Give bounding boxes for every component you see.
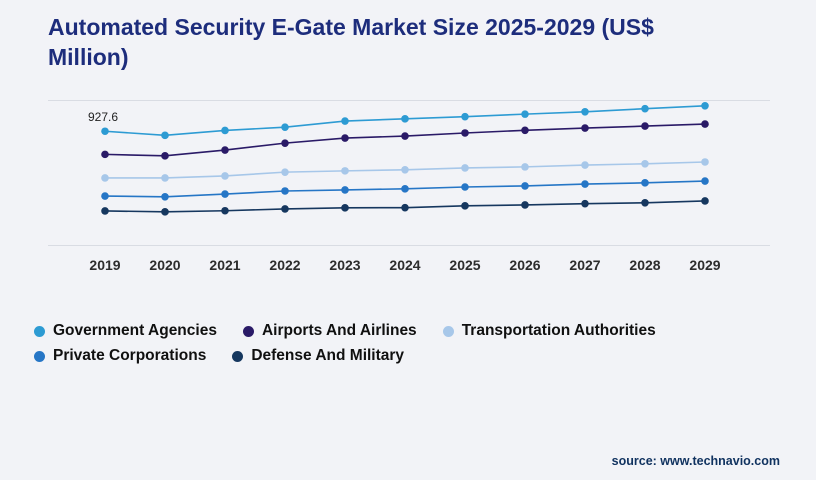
data-point-marker (641, 160, 649, 168)
legend-label: Private Corporations (53, 347, 207, 364)
data-point-marker (581, 124, 589, 132)
data-label: 927.6 (88, 110, 118, 124)
data-point-marker (101, 150, 109, 159)
legend-item: Airports And Airlines (242, 322, 417, 340)
data-point-marker (221, 172, 229, 180)
data-point-marker (221, 206, 229, 215)
data-point-marker (281, 123, 289, 131)
x-axis-label: 2021 (209, 257, 240, 273)
data-point-marker (281, 139, 289, 147)
data-point-marker (341, 167, 349, 175)
x-axis-label: 2025 (449, 257, 480, 273)
legend-dot-icon (442, 325, 454, 337)
data-point-marker (461, 202, 469, 210)
data-point-marker (641, 198, 649, 207)
x-axis-label: 2026 (509, 257, 540, 273)
legend-dot-icon (34, 325, 45, 337)
data-point-marker (401, 203, 409, 212)
data-point-marker (461, 129, 469, 137)
data-point-marker (221, 126, 229, 135)
data-point-marker (701, 197, 709, 205)
data-point-marker (521, 201, 529, 209)
data-point-marker (161, 208, 169, 216)
data-point-marker (461, 183, 469, 191)
series-line (104, 123, 706, 157)
data-point-marker (701, 102, 709, 110)
legend-row: Government Agencies Airports And Airlines… (34, 322, 656, 340)
data-point-marker (281, 187, 289, 195)
data-point-marker (461, 112, 469, 121)
data-point-marker (701, 158, 709, 166)
data-point-marker (341, 186, 349, 194)
data-point-marker (101, 207, 109, 215)
source-text: source: www.technavio.com (611, 454, 780, 468)
chart-title: Automated Security E-Gate Market Size 20… (48, 14, 654, 71)
data-point-marker (281, 205, 289, 213)
series-defense-and-military (101, 197, 709, 216)
series-private-corporations (101, 177, 709, 201)
legend-item: Transportation Authorities (442, 322, 656, 340)
series-airports-and-airlines (101, 120, 709, 160)
data-point-marker (521, 110, 529, 118)
data-point-marker (341, 117, 349, 125)
data-point-marker (521, 182, 529, 190)
data-point-marker (521, 126, 529, 135)
legend-dot-icon (242, 325, 254, 337)
legend-label: Government Agencies (53, 322, 217, 339)
legend-label: Transportation Authorities (461, 322, 656, 339)
legend-dot-icon (34, 350, 45, 362)
data-point-marker (641, 179, 649, 187)
data-point-marker (341, 204, 349, 212)
legend-row: Private Corporations Defense And Military (34, 347, 656, 365)
data-point-marker (701, 177, 709, 185)
data-point-marker (161, 192, 169, 201)
legend-dot-icon (232, 350, 244, 362)
line-chart-canvas: 2019 2020 2021 2022 2023 2024 2025 2026 2027 2028… (48, 100, 770, 273)
x-axis-label: 2029 (689, 257, 720, 273)
data-point-marker (401, 115, 409, 123)
legend-label: Defense And Military (251, 347, 405, 364)
x-axis-label: 2024 (389, 257, 420, 273)
chart-legend: Government Agencies Airports And Airlines… (34, 322, 656, 365)
data-point-marker (581, 180, 589, 188)
x-axis-label: 2019 (89, 257, 120, 273)
legend-label: Airports And Airlines (261, 322, 417, 339)
x-axis-label: 2027 (569, 257, 600, 273)
data-point-marker (161, 131, 169, 140)
legend-item: Defense And Military (232, 347, 404, 365)
data-point-marker (701, 120, 709, 128)
data-point-marker (221, 190, 229, 198)
data-point-marker (401, 185, 409, 193)
data-point-marker (581, 161, 589, 169)
data-point-marker (581, 107, 589, 116)
data-point-marker (101, 174, 109, 182)
data-point-marker (401, 132, 409, 140)
legend-item: Government Agencies (34, 322, 217, 340)
data-point-marker (161, 152, 169, 160)
data-point-marker (581, 199, 589, 208)
x-axis-label: 2020 (149, 257, 180, 273)
data-point-marker (221, 146, 229, 154)
x-axis-label: 2022 (269, 257, 300, 273)
legend-item: Private Corporations (34, 347, 206, 365)
x-axis-label: 2023 (329, 257, 360, 273)
data-point-marker (341, 134, 349, 142)
series-transportation-authorities (101, 158, 709, 182)
x-axis-label: 2028 (629, 257, 660, 273)
series-government-agencies (101, 102, 709, 140)
data-point-marker (281, 168, 289, 176)
data-point-marker (101, 192, 109, 200)
data-point-marker (161, 174, 169, 182)
data-point-marker (641, 104, 649, 113)
data-point-marker (101, 127, 109, 136)
data-point-marker (461, 164, 469, 172)
data-point-marker (521, 163, 529, 171)
data-point-marker (401, 165, 409, 174)
data-point-marker (641, 122, 649, 130)
